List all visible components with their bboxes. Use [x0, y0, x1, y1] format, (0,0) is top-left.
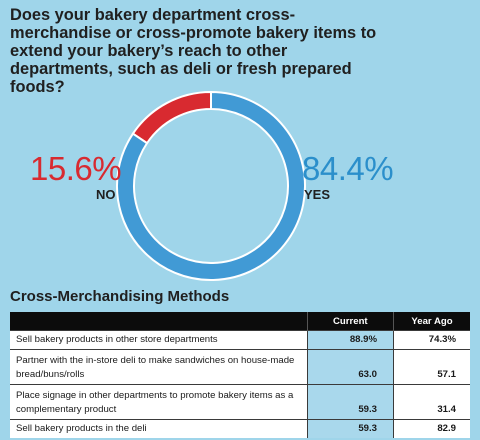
header-method — [10, 312, 308, 331]
table-row: Sell bakery products in other store depa… — [10, 330, 470, 350]
table-row: Sell bakery products in the deli 59.3 82… — [10, 419, 470, 438]
methods-table: Current Year Ago Sell bakery products in… — [10, 312, 470, 438]
no-percentage: 15.6% — [30, 150, 122, 187]
no-label: NO — [96, 187, 116, 202]
method-label: Partner with the in-store deli to make s… — [10, 349, 308, 385]
method-label: Sell bakery products in the deli — [10, 419, 308, 438]
donut-slice-yes — [116, 90, 306, 281]
question-title: Does your bakery department cross-mercha… — [10, 6, 377, 96]
year-ago-value: 31.4 — [393, 384, 470, 420]
method-label: Sell bakery products in other store depa… — [10, 330, 308, 350]
donut-slice-no — [131, 90, 212, 145]
current-value: 63.0 — [306, 349, 394, 385]
method-label: Place signage in other departments to pr… — [10, 384, 308, 420]
table-header-row: Current Year Ago — [10, 312, 470, 331]
yes-label: YES — [304, 187, 331, 202]
year-ago-value: 74.3% — [393, 330, 470, 350]
header-current: Current — [306, 312, 394, 331]
current-value: 59.3 — [306, 384, 394, 420]
table-title: Cross-Merchandising Methods — [10, 288, 230, 305]
header-year-ago: Year Ago — [393, 312, 470, 331]
current-value: 59.3 — [306, 419, 394, 438]
current-value: 88.9% — [306, 330, 394, 350]
year-ago-value: 82.9 — [393, 419, 470, 438]
year-ago-value: 57.1 — [393, 349, 470, 385]
yes-percentage: 84.4% — [302, 150, 394, 187]
donut-chart — [116, 90, 306, 281]
table-row: Partner with the in-store deli to make s… — [10, 349, 470, 385]
table-row: Place signage in other departments to pr… — [10, 384, 470, 420]
